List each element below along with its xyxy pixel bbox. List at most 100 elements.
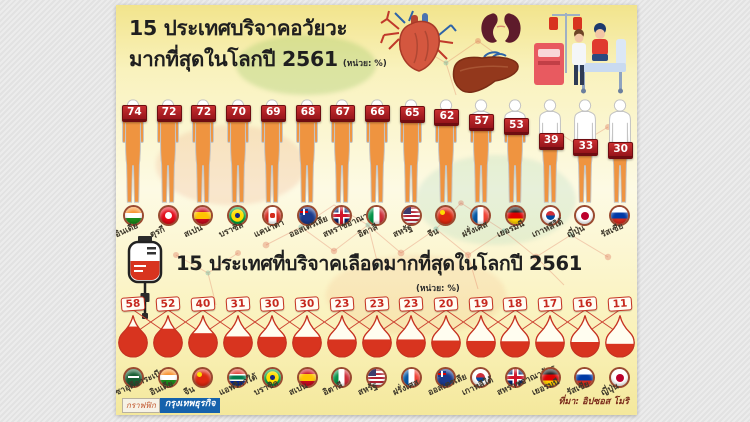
china-flag-icon bbox=[437, 207, 455, 224]
blood-drop bbox=[287, 313, 327, 367]
blood-drop bbox=[218, 313, 258, 367]
human-figure: 65 bbox=[394, 99, 429, 203]
blood-value-badge: 52 bbox=[155, 296, 181, 312]
india-flag-icon bbox=[124, 207, 142, 224]
saudi-arabia-flag-icon bbox=[124, 369, 142, 386]
blood-country-column: 20 ออสเตรเลีย bbox=[426, 296, 468, 409]
organ-country-column: 66 อิตาลี bbox=[357, 99, 394, 249]
organ-country-column: 74 อินเดีย bbox=[116, 99, 151, 249]
blood-drop bbox=[116, 313, 153, 367]
india-flag-icon bbox=[159, 369, 177, 386]
infographic-card: 15 ประเทศบริจาคอวัยวะ มากที่สุดในโลกปี 2… bbox=[116, 5, 637, 415]
blood-drop bbox=[183, 313, 223, 367]
blood-country-column: 30 บราซิล bbox=[252, 296, 290, 409]
blood-donation-scene-icon bbox=[534, 13, 626, 94]
turkey-flag-icon bbox=[159, 207, 177, 224]
france-flag-icon bbox=[402, 369, 420, 386]
organ-unit-label: (หน่วย: %) bbox=[342, 59, 387, 69]
blood-value-badge: 23 bbox=[398, 296, 424, 312]
country-label: ฝรั่งเศส bbox=[460, 219, 490, 241]
country-label: อิตาลี bbox=[356, 222, 380, 241]
organ-value-badge: 62 bbox=[434, 109, 460, 126]
blood-value-badge: 20 bbox=[433, 296, 459, 312]
blood-country-column: 11 ญี่ปุ่น bbox=[600, 296, 637, 409]
country-label: บราซิล bbox=[217, 220, 246, 241]
organ-section-title: 15 ประเทศบริจาคอวัยวะ มากที่สุดในโลกปี 2… bbox=[129, 13, 387, 80]
blood-drop bbox=[426, 313, 466, 367]
human-figure: 70 bbox=[220, 99, 255, 203]
human-figure: 72 bbox=[185, 99, 220, 203]
blood-unit-label: (หน่วย: %) bbox=[416, 284, 460, 294]
human-figure: 53 bbox=[498, 99, 533, 203]
organ-country-column: 67 สหราชอาณาจักร bbox=[322, 99, 384, 249]
usa-flag-icon bbox=[368, 369, 386, 386]
spain-flag-icon bbox=[194, 207, 212, 224]
blood-value-badge: 16 bbox=[572, 296, 598, 312]
brazil-flag-icon bbox=[229, 207, 247, 224]
country-label: เยอรมนี bbox=[495, 219, 527, 241]
blood-drop bbox=[600, 313, 637, 367]
blood-value-badge: 30 bbox=[294, 296, 320, 312]
italy-flag-icon bbox=[333, 369, 351, 386]
organ-country-column: 33 ญี่ปุ่น bbox=[565, 99, 603, 249]
blood-drop bbox=[565, 313, 605, 367]
organ-value-badge: 66 bbox=[365, 105, 391, 122]
organ-country-column: 53 เยอรมนี bbox=[496, 99, 533, 249]
graphic-credit: กราฟฟิก กรุงเทพธุรกิจ bbox=[122, 398, 221, 413]
organ-country-column: 72 สเปน bbox=[183, 99, 220, 249]
france-flag-icon bbox=[472, 207, 490, 224]
blood-section-title: 15 ประเทศที่บริจาคเลือดมากที่สุดในโลกปี … bbox=[176, 252, 583, 275]
organ-value-badge: 68 bbox=[295, 105, 321, 122]
blood-value-badge: 40 bbox=[190, 296, 216, 312]
organ-value-badge: 30 bbox=[608, 142, 634, 159]
blood-bag-icon bbox=[127, 236, 163, 319]
germany-flag-icon bbox=[506, 207, 524, 224]
italy-flag-icon bbox=[368, 207, 386, 224]
human-figure: 30 bbox=[602, 99, 637, 203]
human-figure: 66 bbox=[359, 99, 394, 203]
organ-country-column: 39 เกาหลีใต้ bbox=[530, 99, 568, 249]
heart-icon bbox=[380, 10, 457, 72]
organ-chart-row: 74 อินเดีย 72 ตุรกี bbox=[116, 99, 637, 249]
organ-country-column: 65 สหรัฐ bbox=[391, 99, 429, 249]
organ-value-badge: 57 bbox=[469, 114, 495, 131]
country-label: บราซิล bbox=[252, 378, 281, 399]
map-blob-green bbox=[236, 35, 376, 95]
canada-flag-icon bbox=[263, 207, 281, 224]
south-africa-flag-icon bbox=[229, 369, 247, 386]
south-korea-flag-icon bbox=[541, 207, 559, 224]
country-label: อินเดีย bbox=[148, 379, 175, 399]
organ-value-badge: 74 bbox=[121, 105, 147, 122]
russia-flag-icon bbox=[576, 369, 594, 386]
blood-value-badge: 11 bbox=[607, 296, 633, 312]
human-figure: 68 bbox=[290, 99, 325, 203]
blood-drop bbox=[357, 313, 397, 367]
human-figure: 69 bbox=[255, 99, 290, 203]
blood-country-column: 23 สหรัฐ bbox=[357, 296, 397, 409]
organ-country-column: 70 บราซิล bbox=[218, 99, 255, 249]
country-label: เกาหลีใต้ bbox=[460, 375, 496, 399]
country-label: เยอรมนี bbox=[530, 377, 561, 399]
graphic-credit-label: กราฟฟิก bbox=[122, 398, 160, 413]
human-figure: 39 bbox=[533, 99, 568, 203]
blood-chart-row: 58 ซาอุดีอาระเบีย 52 อินเดีย 40 bbox=[116, 296, 637, 409]
organ-value-badge: 69 bbox=[260, 105, 286, 122]
blood-value-badge: 23 bbox=[329, 296, 355, 312]
blood-country-column: 40 จีน bbox=[183, 296, 223, 409]
blood-drop bbox=[461, 313, 501, 367]
country-label: รัสเซีย bbox=[599, 221, 626, 241]
organ-country-column: 62 จีน bbox=[426, 99, 464, 249]
japan-flag-icon bbox=[611, 369, 629, 386]
organ-value-badge: 72 bbox=[156, 105, 182, 122]
organ-value-badge: 70 bbox=[226, 105, 252, 122]
blood-country-column: 19 เกาหลีใต้ bbox=[460, 296, 501, 409]
blood-drop bbox=[391, 313, 431, 367]
uk-flag-icon bbox=[333, 207, 351, 224]
blood-value-badge: 23 bbox=[364, 296, 389, 312]
australia-flag-icon bbox=[437, 369, 455, 386]
blood-value-badge: 17 bbox=[537, 296, 563, 312]
blood-country-column: 17 เยอรมนี bbox=[530, 296, 568, 409]
human-figure: 74 bbox=[116, 99, 151, 203]
human-figure: 62 bbox=[429, 99, 464, 203]
blood-country-column: 23 อิตาลี bbox=[322, 296, 359, 409]
